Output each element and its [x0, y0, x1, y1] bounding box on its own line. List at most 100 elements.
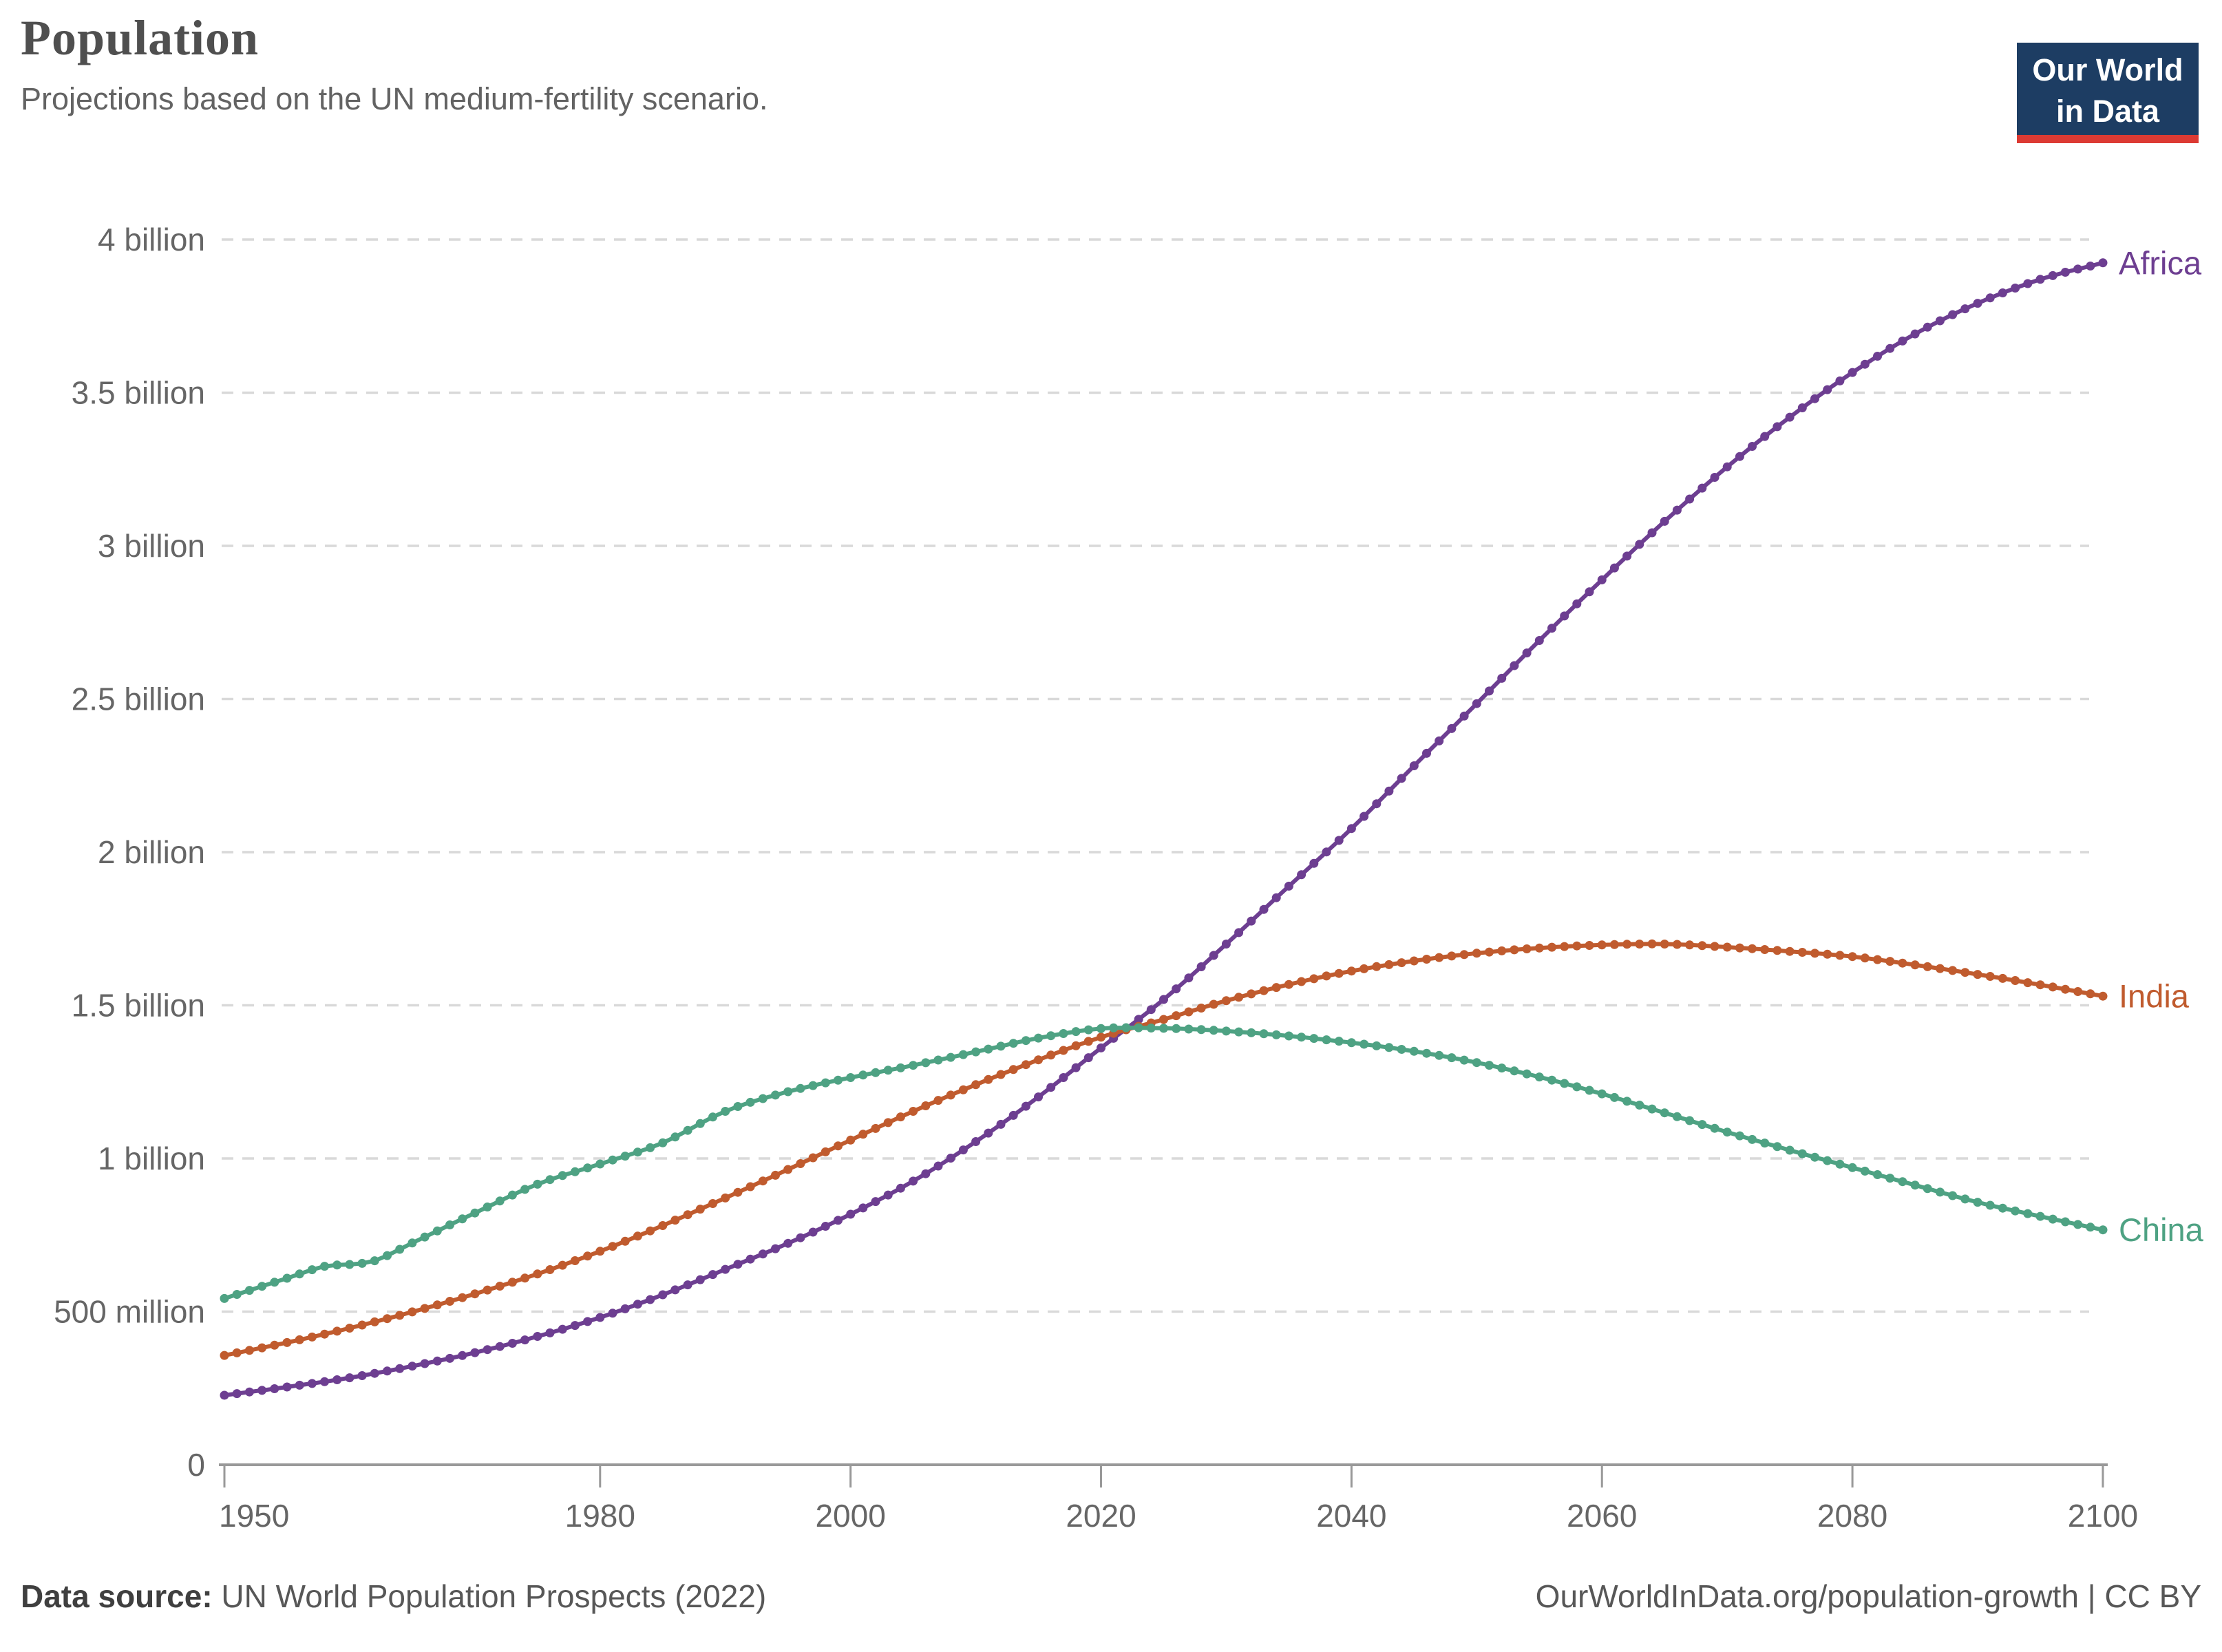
data-point-china: [1760, 1139, 1770, 1148]
data-point-india: [1923, 962, 1932, 971]
data-point-india: [2048, 982, 2057, 992]
data-point-china: [1985, 1200, 1995, 1210]
data-point-china: [1797, 1149, 1807, 1158]
data-point-africa: [1647, 528, 1657, 538]
data-point-china: [1973, 1198, 1982, 1207]
data-point-africa: [1748, 442, 1757, 451]
data-point-africa: [2060, 268, 2070, 277]
data-point-africa: [220, 1390, 229, 1400]
data-point-china: [1346, 1038, 1356, 1048]
data-point-india: [583, 1251, 593, 1261]
data-point-india: [1835, 951, 1845, 960]
data-point-china: [796, 1083, 805, 1093]
data-point-china: [1109, 1023, 1119, 1032]
data-point-india: [1860, 953, 1870, 963]
x-axis-tick-label: 2020: [1066, 1498, 1136, 1534]
y-axis-tick-label: 2.5 billion: [72, 681, 205, 717]
data-point-africa: [1923, 322, 1932, 332]
data-point-india: [1397, 958, 1406, 968]
data-point-china: [1159, 1024, 1168, 1033]
data-point-china: [2098, 1225, 2108, 1235]
data-point-india: [1459, 950, 1469, 960]
data-point-china: [1071, 1027, 1081, 1037]
data-point-africa: [1384, 786, 1394, 796]
data-point-india: [282, 1337, 292, 1347]
data-point-china: [946, 1052, 955, 1062]
data-point-china: [1835, 1159, 1845, 1169]
data-point-india: [1071, 1041, 1081, 1050]
data-point-africa: [1146, 1005, 1156, 1015]
data-point-china: [958, 1050, 968, 1059]
data-point-india: [2086, 989, 2095, 999]
data-point-africa: [420, 1359, 430, 1368]
data-point-china: [1948, 1191, 1958, 1200]
data-point-india: [758, 1176, 768, 1186]
data-point-india: [345, 1324, 355, 1333]
data-point-china: [1609, 1092, 1619, 1102]
data-point-china: [470, 1208, 480, 1218]
data-point-india: [1635, 940, 1644, 949]
data-point-india: [1560, 942, 1569, 951]
series-end-label-china: China: [2119, 1211, 2204, 1248]
x-axis-tick-label: 2080: [1817, 1498, 1887, 1534]
y-axis-tick-label: 2 billion: [98, 834, 205, 870]
data-point-china: [1597, 1089, 1607, 1099]
data-point-africa: [745, 1254, 755, 1264]
data-point-india: [1271, 983, 1281, 993]
data-point-india: [1810, 949, 1819, 958]
data-point-africa: [1547, 624, 1556, 633]
data-point-india: [1472, 949, 1481, 958]
data-point-india: [1710, 942, 1720, 951]
data-point-china: [758, 1094, 768, 1103]
data-point-india: [1334, 968, 1344, 978]
data-point-china: [846, 1073, 856, 1082]
data-point-india: [1547, 942, 1556, 952]
data-point-india: [971, 1080, 981, 1090]
data-point-india: [1034, 1055, 1043, 1065]
data-point-india: [1422, 955, 1431, 964]
data-point-africa: [909, 1176, 918, 1186]
y-axis-tick-label: 3.5 billion: [72, 375, 205, 411]
data-point-africa: [1071, 1063, 1081, 1072]
data-point-africa: [2098, 258, 2108, 268]
credit-link[interactable]: OurWorldInData.org/population-growth | C…: [1535, 1578, 2201, 1614]
data-point-china: [332, 1260, 342, 1270]
data-point-india: [1647, 939, 1657, 949]
data-point-africa: [1485, 686, 1494, 696]
data-point-africa: [1685, 494, 1695, 504]
data-point-africa: [933, 1161, 943, 1171]
data-point-africa: [1134, 1015, 1143, 1024]
owid-logo[interactable]: Our World in Data: [2017, 43, 2199, 143]
x-axis-tick-label: 1980: [565, 1498, 635, 1534]
data-point-china: [232, 1290, 242, 1299]
data-point-china: [1923, 1184, 1932, 1194]
data-point-india: [1572, 941, 1582, 951]
data-point-china: [244, 1286, 254, 1295]
data-point-africa: [1710, 473, 1720, 482]
data-point-china: [445, 1220, 454, 1229]
data-point-china: [1785, 1145, 1795, 1155]
data-point-china: [1334, 1037, 1344, 1046]
data-point-china: [909, 1061, 918, 1070]
data-point-india: [320, 1329, 329, 1339]
data-point-india: [1384, 960, 1394, 969]
y-axis-tick-label: 3 billion: [98, 528, 205, 564]
data-point-india: [646, 1226, 655, 1236]
data-point-india: [1748, 944, 1757, 953]
data-point-india: [307, 1332, 317, 1342]
data-point-china: [1585, 1086, 1594, 1095]
data-point-china: [1848, 1163, 1857, 1172]
data-point-africa: [1609, 563, 1619, 573]
data-point-china: [2073, 1220, 2083, 1229]
data-point-india: [244, 1346, 254, 1355]
data-point-africa: [1873, 352, 1882, 361]
data-point-india: [1322, 971, 1331, 981]
data-point-africa: [783, 1238, 793, 1248]
data-point-china: [1034, 1033, 1043, 1043]
data-point-africa: [620, 1304, 630, 1313]
data-point-india: [608, 1242, 617, 1251]
data-point-africa: [871, 1197, 880, 1207]
data-point-india: [996, 1070, 1006, 1079]
data-point-china: [1873, 1170, 1882, 1179]
data-point-china: [1209, 1026, 1218, 1035]
